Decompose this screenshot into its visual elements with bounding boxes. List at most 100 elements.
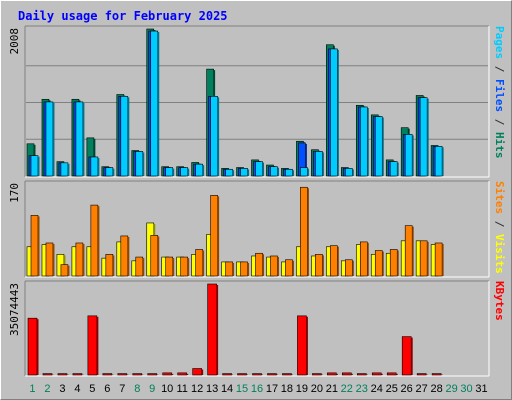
bar-sites-edge: [337, 246, 339, 276]
bar-sites-edge: [232, 262, 235, 276]
bar-pages: [285, 168, 293, 177]
x-tick-label: 13: [206, 383, 218, 395]
bar-pages-edge: [52, 102, 55, 176]
x-tick-label: 17: [266, 383, 278, 395]
bar-pages-edge: [97, 157, 100, 176]
x-tick-label: 14: [221, 383, 233, 395]
bar-kbytes: [371, 372, 382, 376]
y-max-label: 2008: [8, 28, 21, 55]
bar-sites-edge: [412, 226, 414, 276]
bar-kbytes-edge: [351, 373, 353, 375]
x-tick-label: 6: [104, 383, 110, 395]
x-tick-label: 11: [176, 383, 187, 395]
chart-panels: 2008 Pages / Files / Hits 170 Sites / Visit…: [8, 25, 506, 377]
x-tick-label: 24: [371, 383, 383, 395]
x-tick-label: 16: [251, 383, 263, 395]
bar-sites: [285, 259, 293, 277]
x-tick-label: 5: [89, 383, 95, 395]
bar-sites: [105, 254, 114, 277]
bar-sites-edge: [292, 260, 294, 276]
bar-sites-edge: [38, 216, 40, 276]
bar-pages-edge: [82, 102, 85, 176]
bar-sites: [359, 241, 368, 277]
bar-files-edge: [305, 143, 307, 176]
bar-pages-edge: [187, 168, 190, 176]
bar-kbytes: [27, 317, 38, 376]
bar-pages-edge: [367, 107, 369, 176]
x-tick-label: 30: [460, 383, 472, 395]
bar-sites-edge: [142, 258, 145, 276]
bar-pages-edge: [427, 98, 429, 176]
bar-sites-edge: [52, 243, 55, 276]
x-tick-label: 7: [119, 383, 125, 395]
bar-sites-edge: [82, 243, 85, 276]
x-axis-day-labels: 1 2 3 4 5 6 7 8 9 10 11 12 13 14 15 16 17 18 19 20 21 22 23 24 2…: [29, 383, 487, 395]
legend-entry: /: [493, 59, 506, 79]
legend-entry: Hits: [493, 132, 506, 159]
bar-sites: [240, 261, 248, 277]
bar-sites-edge: [382, 251, 384, 276]
legend-entry: KBytes: [493, 281, 506, 321]
x-tick-label: 15: [236, 383, 248, 395]
bar-sites-edge: [202, 250, 205, 276]
bar-kbytes: [237, 373, 247, 376]
x-tick-label: 21: [326, 383, 338, 395]
y-max-label: 170: [8, 183, 21, 203]
bar-sites: [404, 225, 413, 277]
bar-pages: [195, 163, 203, 177]
bar-kbytes: [416, 373, 427, 376]
bar-pages-edge: [262, 162, 265, 176]
bar-kbytes: [342, 372, 352, 376]
bar-sites: [225, 261, 233, 277]
bar-pages: [45, 101, 54, 177]
bar-kbytes: [102, 373, 113, 376]
bar-pages: [105, 167, 114, 177]
legend-entry: /: [493, 112, 506, 132]
x-tick-label: 29: [445, 383, 457, 395]
bar-kbytes-edge: [381, 373, 383, 375]
bar-kbytes: [222, 373, 232, 376]
x-tick-label: 12: [191, 383, 203, 395]
x-tick-label: 9: [149, 383, 155, 395]
bar-sites-edge: [217, 196, 220, 276]
bar-sites-edge: [157, 236, 160, 276]
bar-kbytes: [431, 373, 442, 376]
bar-kbytes-edge: [96, 316, 99, 375]
bar-kbytes-edge: [171, 373, 174, 375]
bar-pages: [345, 168, 353, 177]
bar-sites: [255, 252, 263, 277]
bar-pages: [434, 146, 443, 177]
bar-kbytes: [87, 315, 98, 376]
x-tick-label: 27: [416, 383, 428, 395]
bar-pages: [419, 97, 428, 177]
bar-sites: [120, 235, 129, 277]
bar-pages-edge: [277, 167, 279, 176]
bar-kbytes-edge: [216, 285, 219, 375]
bar-sites: [165, 256, 174, 277]
bar-kbytes: [207, 283, 217, 376]
bar-pages: [225, 168, 233, 177]
bar-pages: [150, 30, 159, 177]
bar-kbytes-edge: [336, 373, 338, 375]
bar-sites-edge: [442, 243, 444, 276]
bar-pages-edge: [157, 32, 160, 176]
legend-entry: /: [493, 214, 506, 234]
bar-sites-edge: [262, 254, 265, 276]
bar-pages-edge: [172, 168, 175, 176]
x-tick-label: 8: [134, 383, 140, 395]
bar-pages-edge: [38, 156, 40, 176]
x-tick-label: 3: [59, 383, 65, 395]
bar-pages: [180, 167, 188, 177]
bar-sites: [345, 259, 353, 277]
bar-sites-edge: [187, 258, 190, 276]
y-max-label: 35074443: [8, 283, 21, 336]
x-tick-label: 22: [341, 383, 353, 395]
bar-sites-edge: [322, 255, 324, 276]
bar-pages: [135, 151, 144, 177]
legend-entry: Pages: [493, 26, 506, 59]
x-tick-label: 20: [311, 383, 323, 395]
x-tick-label: 18: [281, 383, 293, 395]
bar-sites: [135, 256, 144, 277]
bar-sites: [75, 242, 84, 277]
bar-pages: [255, 161, 263, 177]
